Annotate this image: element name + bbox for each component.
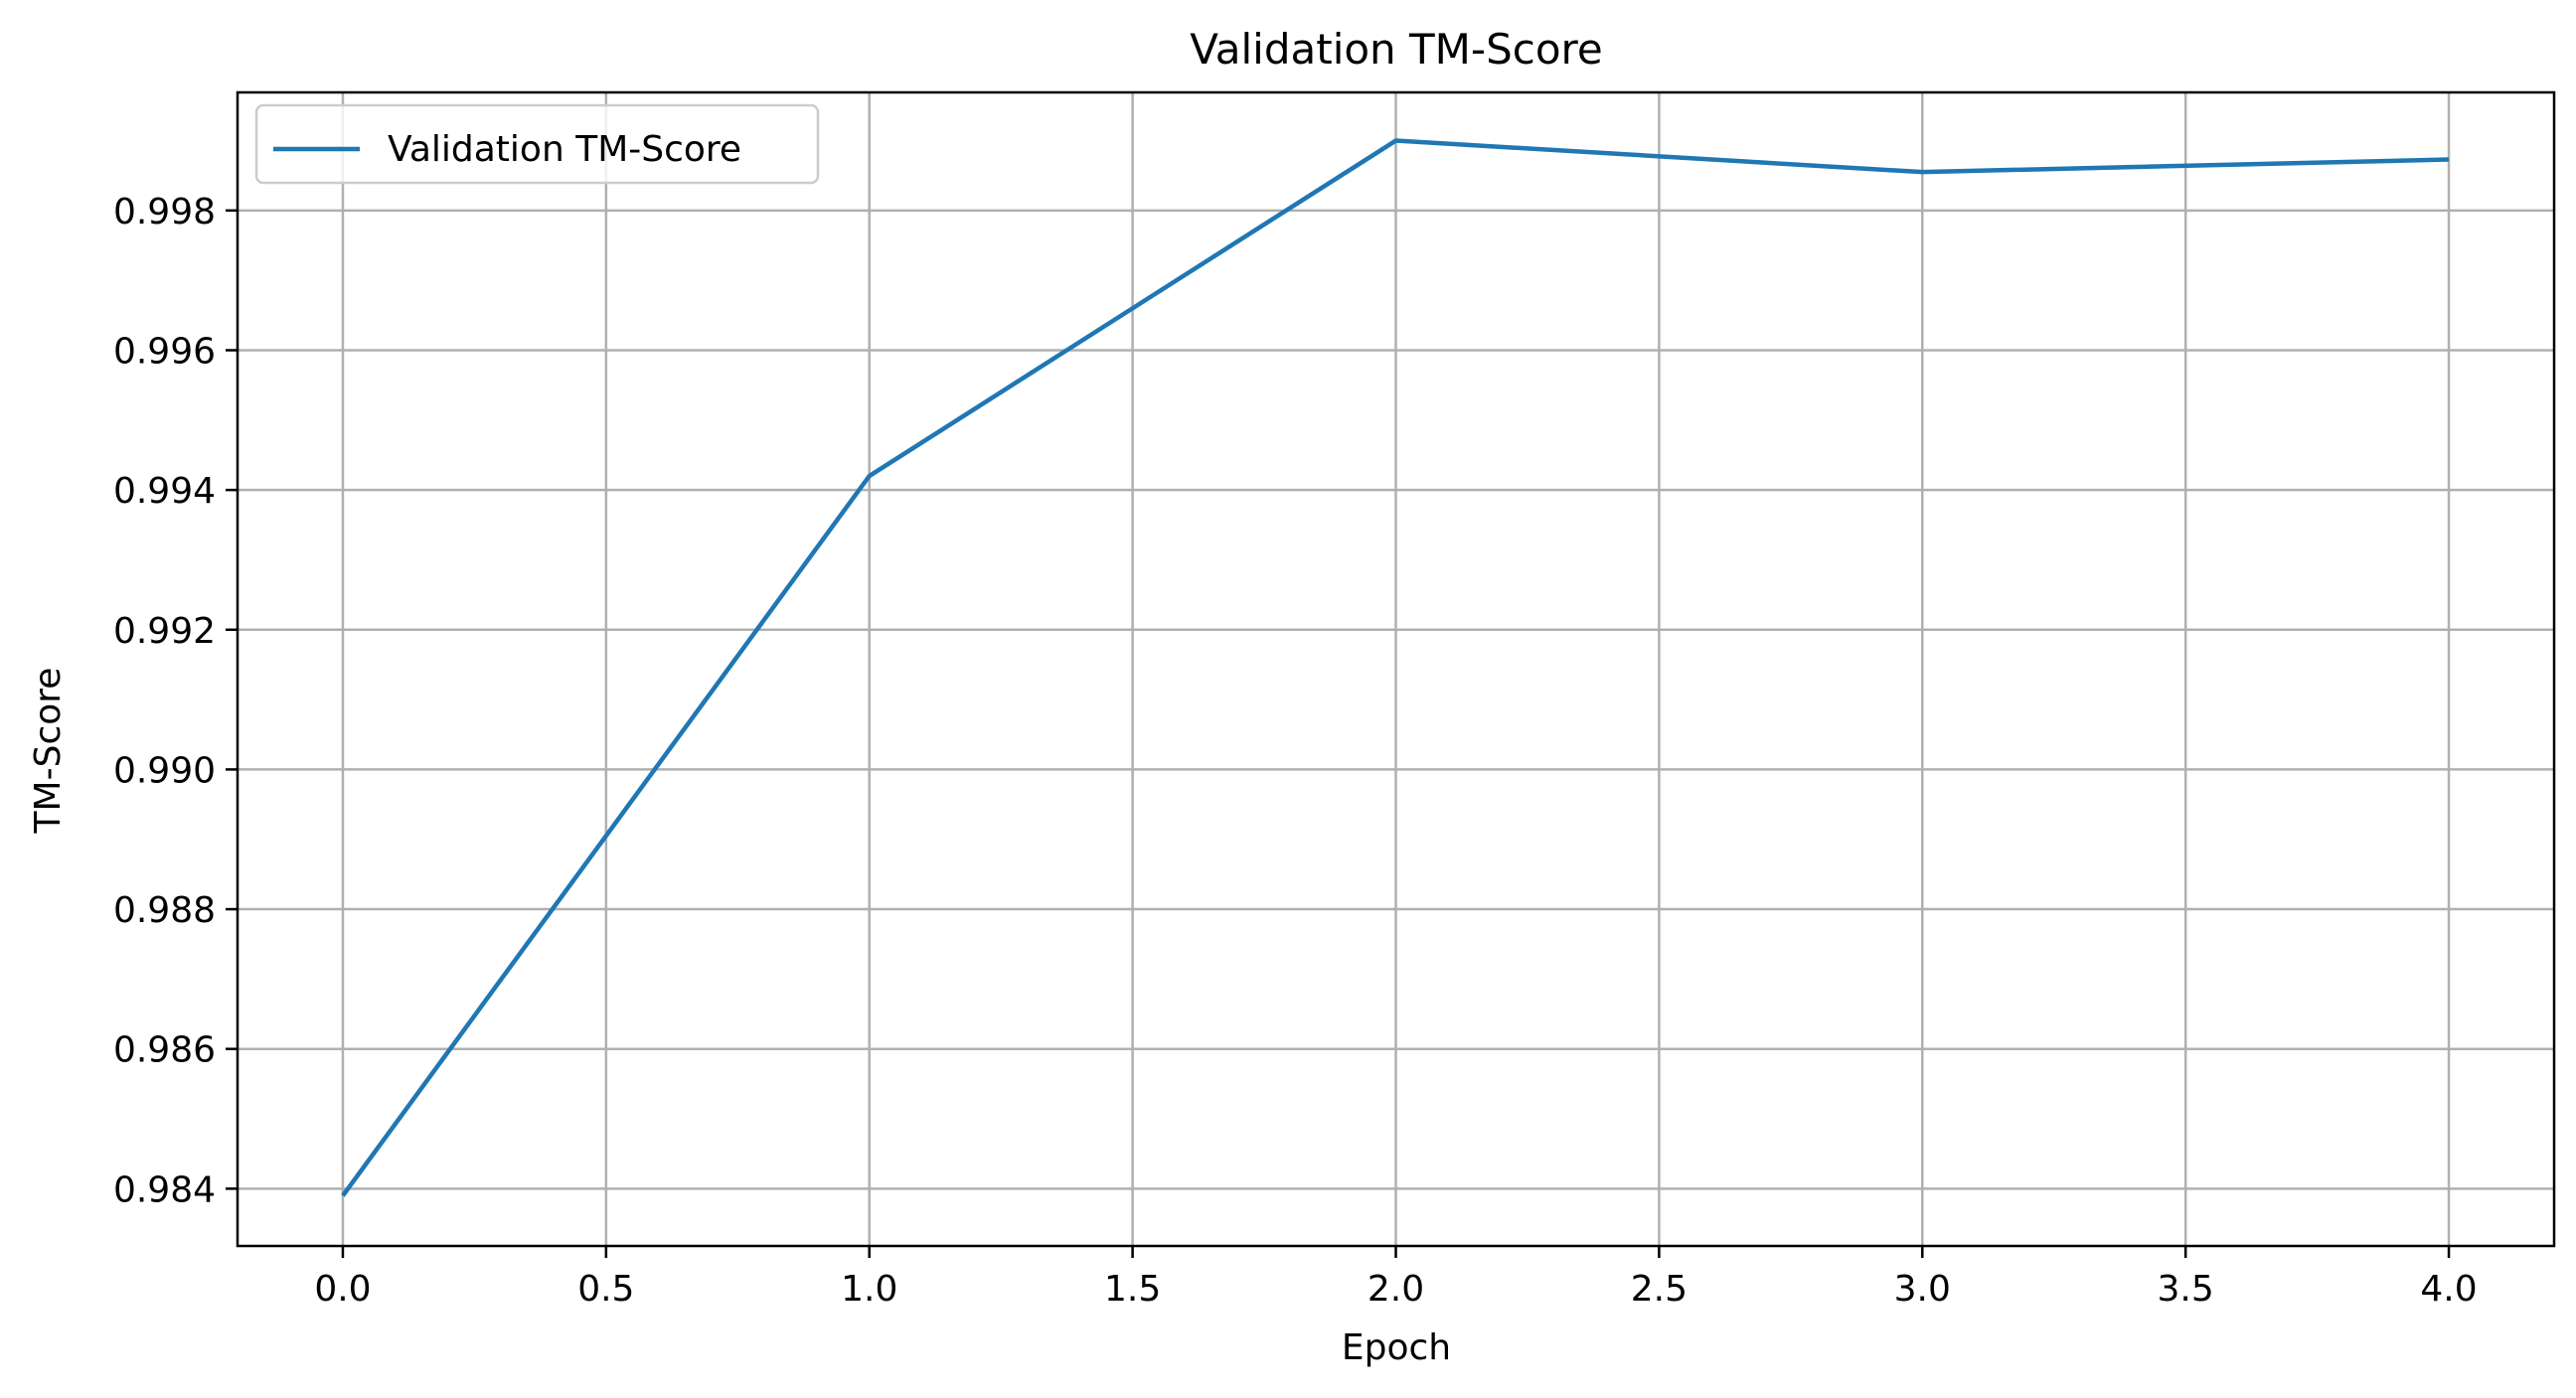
y-tick-label: 0.984 <box>113 1169 216 1210</box>
x-tick-label: 1.0 <box>841 1269 897 1310</box>
y-tick-label: 0.992 <box>113 611 216 652</box>
series-layer <box>341 138 2450 1197</box>
x-tick-label: 4.0 <box>2420 1269 2477 1310</box>
chart-title: Validation TM-Score <box>1190 25 1602 74</box>
y-tick-label: 0.990 <box>113 750 216 791</box>
legend: Validation TM-Score <box>254 103 820 185</box>
y-tick-label: 0.996 <box>113 331 216 372</box>
y-tick-label: 0.994 <box>113 471 216 512</box>
legend-box <box>254 103 820 185</box>
x-axis-label: Epoch <box>1342 1327 1451 1368</box>
ticks: 0.0 0.5 1.0 1.5 2.0 2.5 3.0 3.5 4.0 0.984 0.986 0.9… <box>113 192 2478 1310</box>
y-tick-label: 0.998 <box>113 192 216 233</box>
grid <box>238 92 2554 1246</box>
x-tick-label: 2.5 <box>1631 1269 1688 1310</box>
x-tick-label: 1.5 <box>1104 1269 1161 1310</box>
y-tick-label: 0.986 <box>113 1030 216 1071</box>
y-axis-label: TM-Score <box>28 668 69 835</box>
x-tick-label: 3.0 <box>1894 1269 1951 1310</box>
y-tick-label: 0.988 <box>113 890 216 931</box>
legend-label: Validation TM-Score <box>388 129 741 170</box>
x-tick-label: 0.0 <box>314 1269 371 1310</box>
x-tick-label: 0.5 <box>577 1269 634 1310</box>
x-tick-label: 3.5 <box>2158 1269 2214 1310</box>
x-tick-label: 2.0 <box>1368 1269 1424 1310</box>
